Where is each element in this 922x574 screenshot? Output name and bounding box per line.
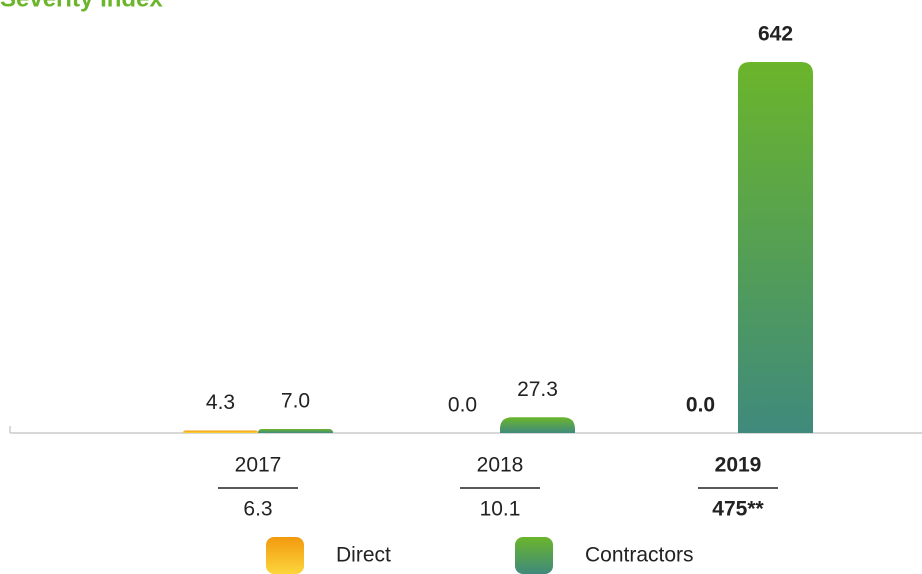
legend-swatch — [266, 537, 304, 574]
category-label: 2019 — [715, 454, 762, 477]
chart-title: Severity Index — [0, 0, 163, 12]
total-label: 10.1 — [480, 498, 521, 521]
total-label: 6.3 — [243, 498, 272, 521]
value-label: 0.0 — [686, 394, 715, 417]
total-label: 475** — [712, 498, 764, 521]
category-label: 2018 — [477, 454, 524, 477]
legend-swatch — [515, 537, 553, 574]
value-label: 0.0 — [448, 394, 477, 417]
value-label: 7.0 — [281, 390, 310, 413]
bar — [258, 428, 333, 433]
value-label: 27.3 — [517, 378, 558, 401]
bar — [738, 62, 813, 433]
bar — [183, 430, 258, 433]
value-label: 4.3 — [206, 391, 235, 414]
value-label: 642 — [758, 23, 793, 46]
legend-label: Contractors — [585, 544, 694, 567]
legend-label: Direct — [336, 544, 391, 567]
bar — [500, 417, 575, 433]
category-label: 2017 — [235, 454, 282, 477]
